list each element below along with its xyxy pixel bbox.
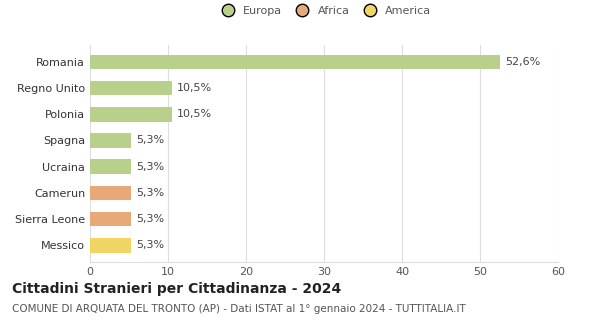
- Bar: [90, 159, 131, 174]
- Bar: [90, 133, 131, 148]
- Text: 10,5%: 10,5%: [176, 109, 212, 119]
- Bar: [90, 186, 131, 200]
- Text: 52,6%: 52,6%: [505, 57, 540, 67]
- Bar: [90, 81, 172, 95]
- Bar: [90, 212, 131, 226]
- Bar: [90, 55, 500, 69]
- Text: 10,5%: 10,5%: [176, 83, 212, 93]
- Bar: [90, 238, 131, 252]
- Text: 5,3%: 5,3%: [136, 240, 164, 250]
- Text: 5,3%: 5,3%: [136, 188, 164, 198]
- Text: 5,3%: 5,3%: [136, 214, 164, 224]
- Text: 5,3%: 5,3%: [136, 135, 164, 146]
- Legend: Europa, Africa, America: Europa, Africa, America: [213, 3, 435, 19]
- Text: COMUNE DI ARQUATA DEL TRONTO (AP) - Dati ISTAT al 1° gennaio 2024 - TUTTITALIA.I: COMUNE DI ARQUATA DEL TRONTO (AP) - Dati…: [12, 304, 466, 314]
- Text: Cittadini Stranieri per Cittadinanza - 2024: Cittadini Stranieri per Cittadinanza - 2…: [12, 282, 341, 296]
- Text: 5,3%: 5,3%: [136, 162, 164, 172]
- Bar: [90, 107, 172, 122]
